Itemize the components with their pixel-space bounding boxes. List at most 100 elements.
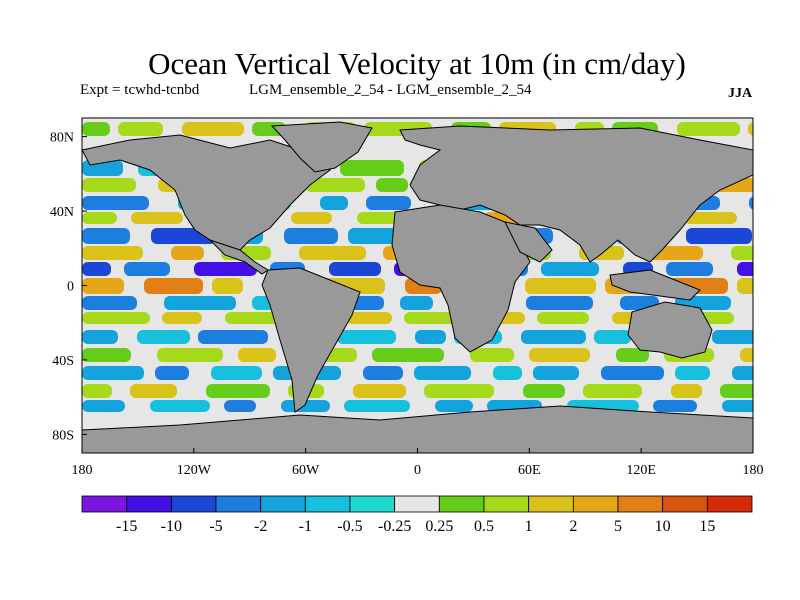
velocity-patch <box>594 330 631 344</box>
longitude-axis: 180 120W 60W 0 60E 120E 180 <box>72 448 764 478</box>
experiment-label: Expt = tcwhd-tcnbd <box>80 82 200 98</box>
colorbar-swatch <box>483 495 530 513</box>
velocity-patch <box>720 384 753 398</box>
land-north-america <box>82 134 331 251</box>
velocity-patch <box>82 384 112 398</box>
x-tick-label: 60E <box>518 463 541 478</box>
latitude-axis: 80N 40N 0 40S 80S <box>50 131 87 443</box>
velocity-patch <box>749 196 753 210</box>
velocity-patch <box>363 366 403 380</box>
x-tick-label: 0 <box>414 463 421 478</box>
velocity-patch <box>366 196 411 210</box>
colorbar-swatch <box>662 495 708 513</box>
velocity-patch <box>737 262 753 276</box>
colorbar-label: -0.5 <box>337 518 362 535</box>
velocity-patch <box>684 212 737 224</box>
velocity-patch <box>346 312 392 324</box>
velocity-patch <box>131 212 183 224</box>
land-indonesia <box>609 269 701 301</box>
colorbar-swatch <box>528 495 574 513</box>
y-tick-label: 0 <box>67 280 74 295</box>
velocity-patch <box>523 384 565 398</box>
velocity-patch <box>671 384 702 398</box>
velocity-patch <box>238 348 276 362</box>
velocity-patch <box>686 228 752 244</box>
velocity-patch <box>162 312 202 324</box>
x-tick-label: 180 <box>743 463 764 478</box>
velocity-patch <box>224 400 256 412</box>
colorbar: -15 -10 -5 -2 -1 -0.5 -0.25 0.25 0.5 1 2 5 10 15 <box>81 495 753 535</box>
colorbar-label: -10 <box>161 518 182 535</box>
land-south-america <box>261 267 361 413</box>
velocity-patch <box>124 262 170 276</box>
velocity-patch <box>82 296 137 310</box>
colorbar-swatch <box>438 495 485 513</box>
colorbar-label: 1 <box>525 518 533 535</box>
velocity-patch <box>748 122 753 136</box>
velocity-patch <box>616 348 649 362</box>
velocity-patch <box>82 312 150 324</box>
velocity-patch <box>666 262 713 276</box>
colorbar-label: 10 <box>655 518 671 535</box>
velocity-patch <box>526 296 593 310</box>
colorbar-swatch <box>394 495 440 513</box>
velocity-patch <box>82 122 110 136</box>
velocity-patch <box>337 330 396 344</box>
velocity-patch <box>291 212 332 224</box>
land-masses <box>82 121 753 453</box>
colorbar-label: 0.5 <box>474 518 494 535</box>
colorbar-label: -0.25 <box>378 518 411 535</box>
runs-label: LGM_ensemble_2_54 - LGM_ensemble_2_54 <box>249 82 532 98</box>
velocity-patch <box>82 212 117 224</box>
velocity-patch <box>537 312 589 324</box>
colorbar-label: 2 <box>569 518 577 535</box>
velocity-patch <box>731 246 753 260</box>
velocity-patch <box>155 366 189 380</box>
x-tick-label: 120W <box>177 463 212 478</box>
velocity-patch <box>284 228 338 244</box>
velocity-patch <box>150 400 210 412</box>
velocity-patch <box>344 400 410 412</box>
velocity-patch <box>329 262 381 276</box>
colorbar-swatch <box>126 495 172 513</box>
velocity-patch <box>340 160 404 176</box>
colorbar-swatch <box>572 495 619 513</box>
velocity-patch <box>400 296 433 310</box>
velocity-patch <box>82 366 144 380</box>
velocity-patch <box>82 178 136 192</box>
velocity-patch <box>144 278 203 294</box>
velocity-patch <box>137 330 190 344</box>
velocity-patch <box>171 246 204 260</box>
land-greenland <box>270 121 373 173</box>
velocity-patch <box>737 278 753 294</box>
velocity-patch <box>732 366 753 380</box>
velocity-patch <box>225 312 282 324</box>
colorbar-label: -1 <box>299 518 312 535</box>
velocity-patch <box>493 366 522 380</box>
map-plot-area <box>82 118 753 453</box>
velocity-patch <box>212 278 243 294</box>
colorbar-label: 15 <box>699 518 715 535</box>
velocity-patch <box>164 296 236 310</box>
velocity-patch <box>82 196 149 210</box>
velocity-patch <box>653 400 697 412</box>
land-antarctica <box>82 405 753 453</box>
colorbar-label: -15 <box>116 518 137 535</box>
velocity-patch <box>206 384 270 398</box>
x-tick-label: 180 <box>72 463 93 478</box>
land-australia <box>627 301 713 359</box>
velocity-patch <box>415 330 446 344</box>
land-central-america <box>209 239 269 275</box>
velocity-patch <box>182 122 244 136</box>
colorbar-swatch <box>349 495 396 513</box>
velocity-patch <box>414 366 471 380</box>
velocity-patch <box>712 330 753 344</box>
colorbar-label: 5 <box>614 518 622 535</box>
colorbar-swatch <box>170 495 217 513</box>
x-tick-label: 120E <box>626 463 656 478</box>
velocity-patch <box>424 384 494 398</box>
y-tick-label: 80N <box>50 131 74 146</box>
velocity-patch <box>82 228 130 244</box>
map-title: Ocean Vertical Velocity at 10m (in cm/da… <box>148 46 686 81</box>
